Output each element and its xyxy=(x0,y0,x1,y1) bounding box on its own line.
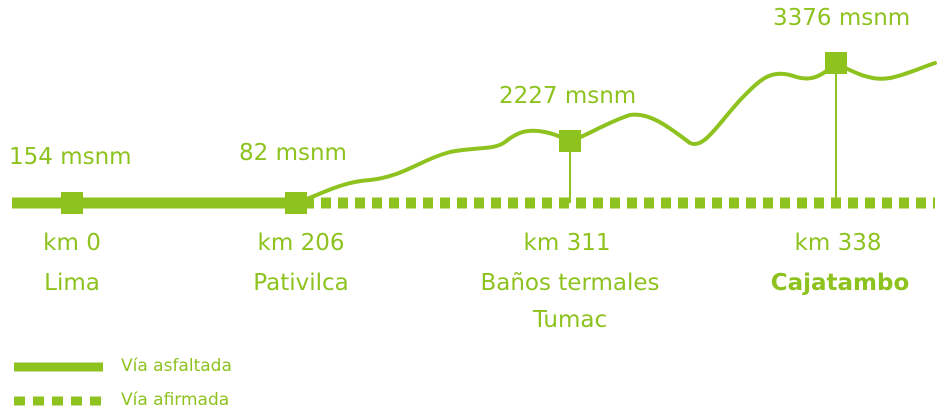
marker-pativilca xyxy=(285,192,307,214)
km-label-pativilca: km 206 xyxy=(257,230,345,256)
elevation-label-pativilca: 82 msnm xyxy=(239,140,347,166)
place-name-tumac-line2: Tumac xyxy=(532,307,608,333)
marker-tumac-profile xyxy=(559,130,581,152)
place-name-pativilca: Pativilca xyxy=(253,270,349,296)
marker-cajatambo-profile xyxy=(825,52,847,74)
place-name-cajatambo: Cajatambo xyxy=(770,270,910,296)
km-label-lima: km 0 xyxy=(43,230,101,256)
legend-unpaved-label: Vía afirmada xyxy=(121,390,230,410)
place-name-lima: Lima xyxy=(44,270,100,296)
elevation-label-lima: 154 msnm xyxy=(9,144,132,170)
place-name-tumac-line1: Baños termales xyxy=(480,270,660,296)
marker-lima xyxy=(61,192,83,214)
elevation-label-cajatambo: 3376 msnm xyxy=(773,5,911,31)
km-label-tumac: km 311 xyxy=(523,230,611,256)
km-label-cajatambo: km 338 xyxy=(794,230,882,256)
elevation-label-tumac: 2227 msnm xyxy=(499,83,637,109)
legend-paved-label: Vía asfaltada xyxy=(121,356,232,376)
